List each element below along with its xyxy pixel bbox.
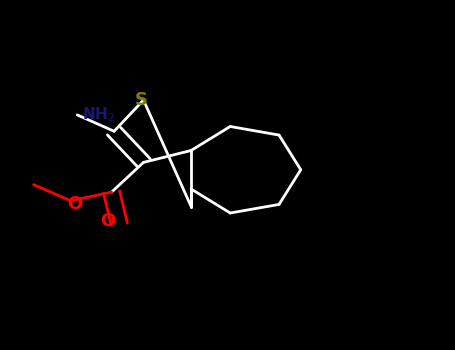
Text: NH$_2$: NH$_2$ [82, 106, 115, 124]
Text: S: S [135, 91, 148, 109]
Text: O: O [100, 212, 116, 230]
Text: O: O [67, 195, 83, 213]
